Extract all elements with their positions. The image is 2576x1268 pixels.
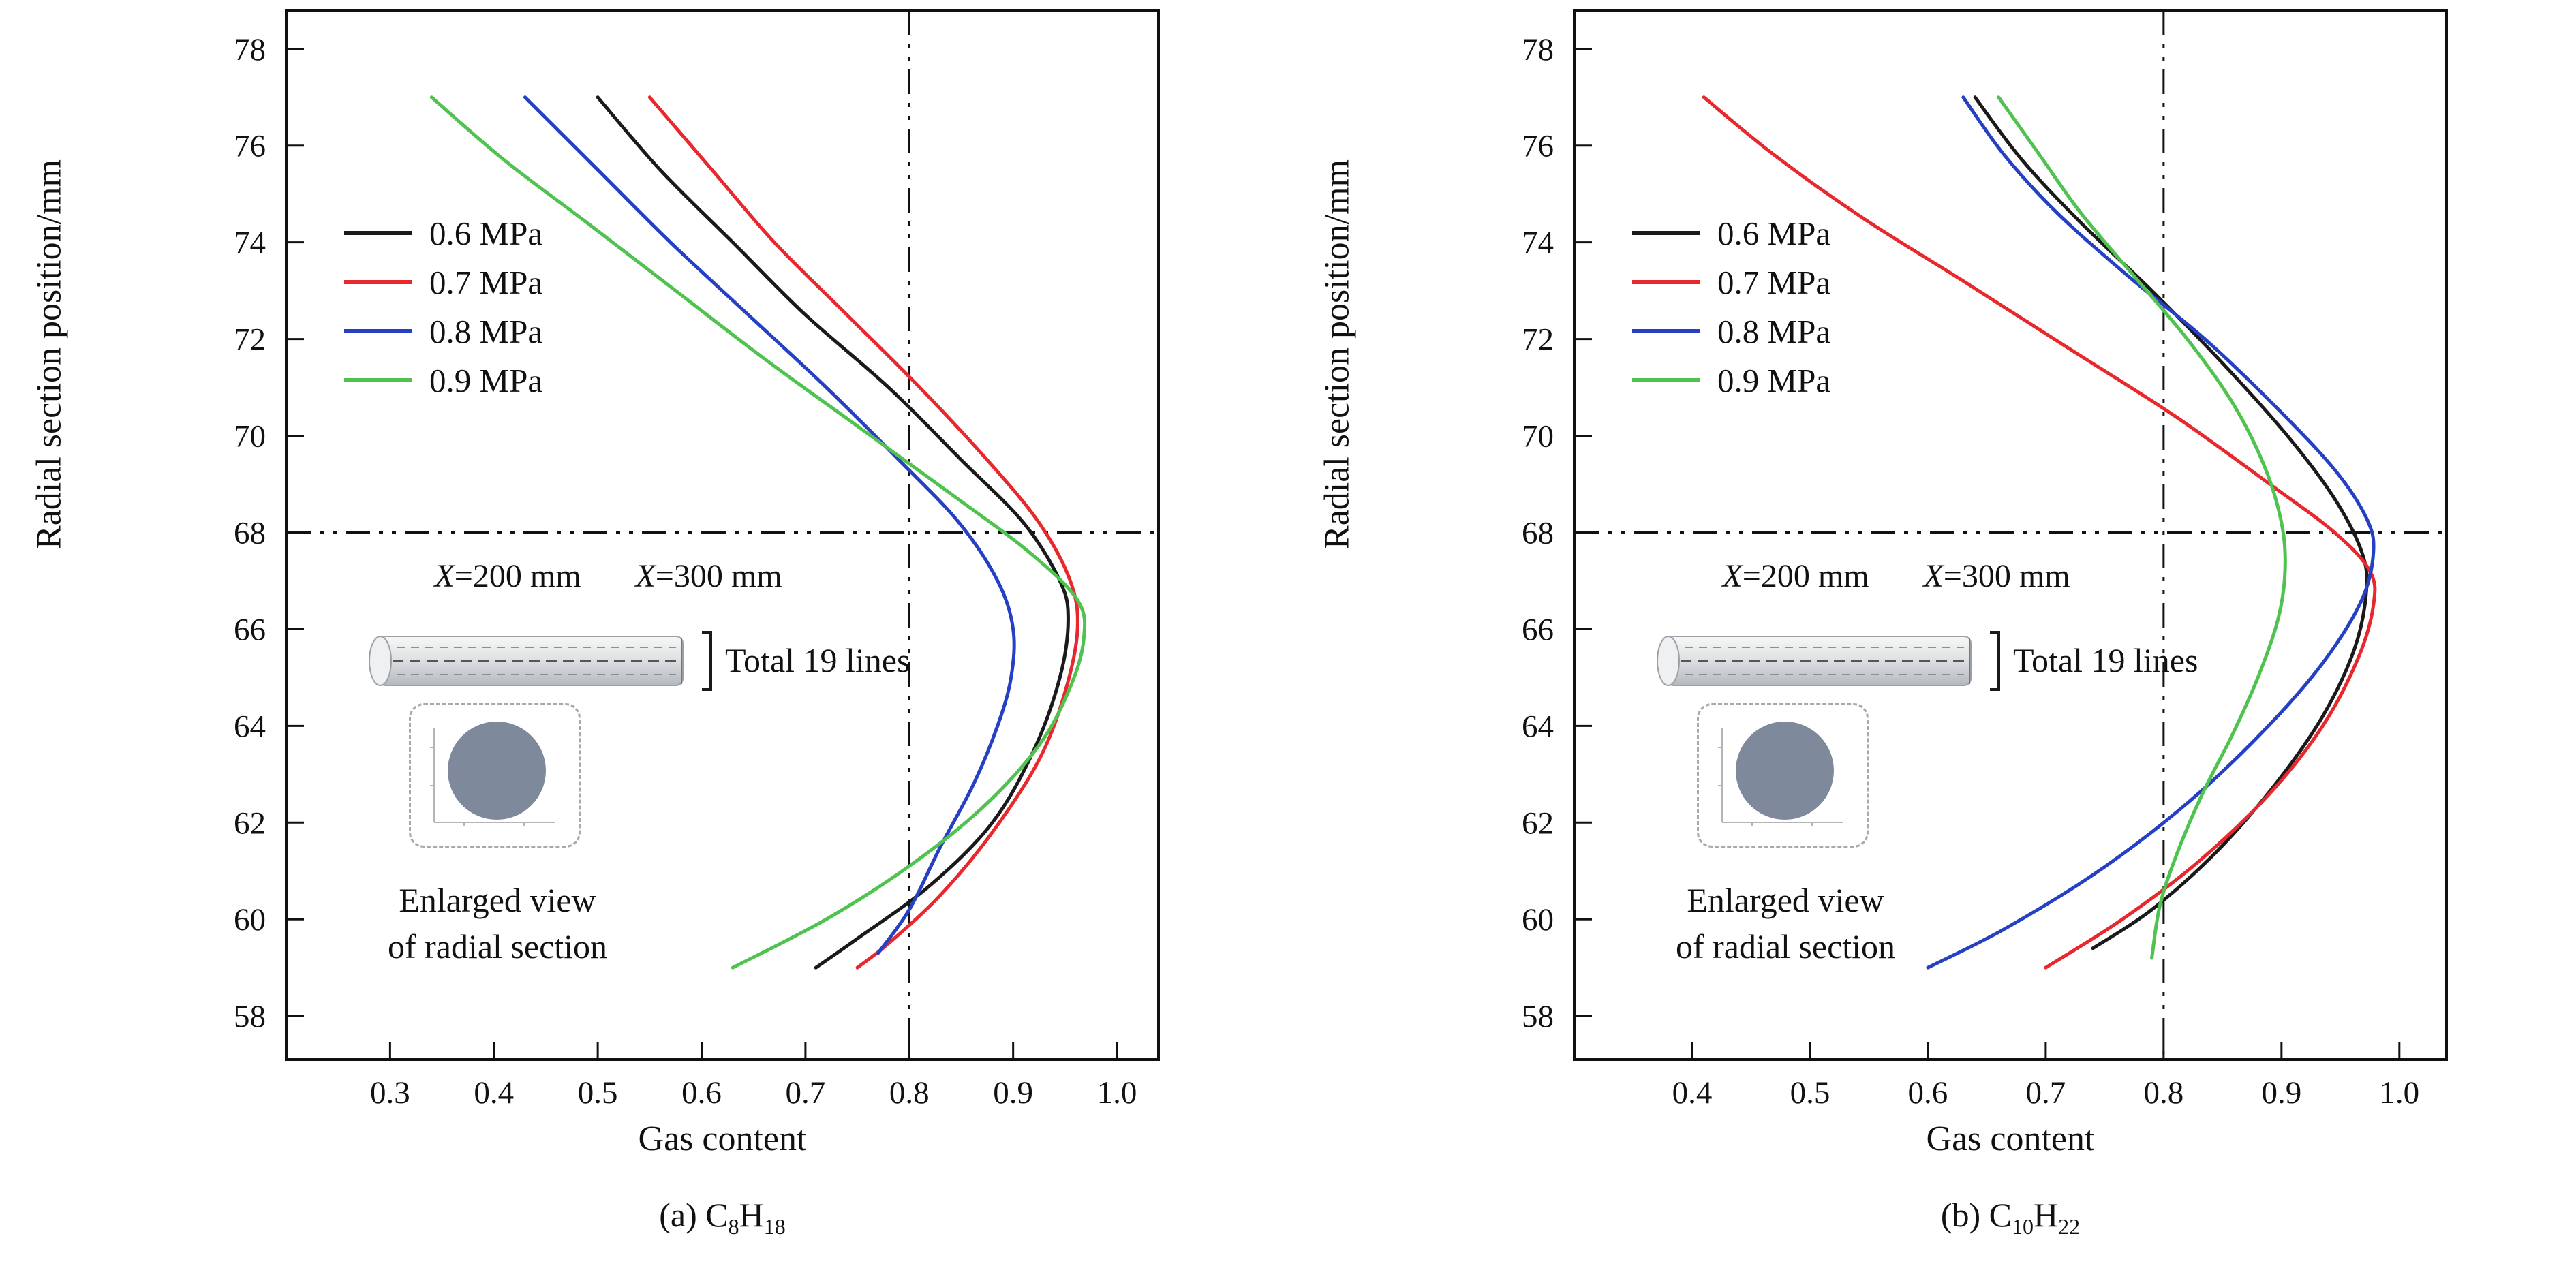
curve-0.6-MPa [596, 95, 1070, 970]
x-tick-label: 0.4 [1672, 1075, 1713, 1111]
legend-label: 0.8 MPa [1717, 313, 1830, 350]
total-lines-label: Total 19 lines [725, 641, 910, 679]
x-tick-label: 0.8 [889, 1075, 930, 1111]
y-tick-label: 60 [1522, 902, 1554, 938]
x200-value: =200 mm [454, 558, 581, 594]
y-tick-label: 62 [234, 805, 266, 841]
plot-svg-a: 0.3 0.4 0.5 0.6 0.7 0.8 0.9 1.0 58 60 62 64 66 68 70 72… [234, 9, 1160, 1111]
x-tick-label: 0.9 [993, 1075, 1033, 1111]
panel-caption: (a) C8H18 [659, 1196, 786, 1239]
inset-label-x200: X=200 mm [434, 557, 581, 595]
enlarged-view-line2: of radial section [387, 927, 608, 965]
legend-label: 0.6 MPa [429, 215, 542, 252]
y-tick-label: 64 [234, 709, 266, 744]
x-variable: X [1923, 558, 1944, 594]
y-tick-label: 76 [1522, 129, 1554, 164]
x-tick-label: 0.8 [2143, 1075, 2183, 1111]
y-tick-label: 72 [234, 322, 266, 358]
enlarged-view-line1: Enlarged view [399, 881, 596, 919]
x-tick-label: 0.6 [1908, 1075, 1948, 1111]
axes-box [285, 9, 1160, 1061]
y-tick-label: 78 [1522, 32, 1554, 67]
pipe-end-cap [369, 636, 392, 686]
y-axis-label: Radial section position/mm [29, 159, 69, 549]
x300-value: =300 mm [1943, 558, 2070, 594]
y-axis-label: Radial section position/mm [1317, 159, 1357, 549]
curve-0.6-MPa [1973, 95, 2369, 950]
enlarged-view-line1: Enlarged view [1687, 881, 1884, 919]
chart-panel-b: 0.4 0.5 0.6 0.7 0.8 0.9 1.0 58 60 62 64 66 68 70 72 74 7… [1288, 0, 2576, 1268]
plot-svg-b: 0.4 0.5 0.6 0.7 0.8 0.9 1.0 58 60 62 64 66 68 70 72 74 7… [1522, 9, 2448, 1111]
pipe-end-cap [1657, 636, 1680, 686]
x-tick-label: 0.6 [681, 1075, 722, 1111]
curve-0.8-MPa [1926, 95, 2376, 970]
enlarged-view-line2: of radial section [1675, 927, 1896, 965]
radial-section-drawing [430, 722, 555, 826]
x-tick-label: 0.5 [1790, 1075, 1830, 1111]
curve-0.9-MPa [429, 95, 1087, 970]
curve-0.7-MPa [1702, 95, 2377, 970]
curve-0.8-MPa [523, 95, 1016, 955]
legend-label: 0.9 MPa [429, 362, 542, 399]
x-tick-label: 0.3 [370, 1075, 410, 1111]
panel-caption: (b) C10H22 [1940, 1196, 2081, 1239]
y-tick-label: 74 [234, 226, 266, 261]
y-tick-label: 68 [1522, 515, 1554, 551]
inset-label-x300: X=300 mm [635, 557, 782, 595]
x-tick-label: 1.0 [1097, 1075, 1137, 1111]
pipe-cross-section-circle [1736, 722, 1834, 820]
x200-value: =200 mm [1742, 558, 1869, 594]
x-variable: X [434, 558, 455, 594]
x-axis-label: Gas content [638, 1119, 807, 1158]
y-tick-label: 70 [1522, 419, 1554, 454]
x-tick-label: 0.4 [474, 1075, 514, 1111]
x-axis-label: Gas content [1926, 1119, 2095, 1158]
y-tick-label: 70 [234, 419, 266, 454]
x-variable: X [1722, 558, 1743, 594]
curve-0.9-MPa [1997, 95, 2287, 960]
curve-0.7-MPa [647, 95, 1079, 970]
inset-label-x300: X=300 mm [1923, 557, 2070, 595]
x-tick-label: 1.0 [2379, 1075, 2419, 1111]
y-tick-label: 60 [234, 902, 266, 938]
y-tick-label: 58 [234, 999, 266, 1034]
radial-section-inset [409, 703, 581, 848]
x-variable: X [635, 558, 656, 594]
y-tick-label: 62 [1522, 805, 1554, 841]
y-tick-label: 74 [1522, 226, 1554, 261]
pipe-cross-section-circle [448, 722, 546, 820]
y-tick-label: 64 [1522, 709, 1554, 744]
legend-label: 0.7 MPa [1717, 264, 1830, 301]
legend-label: 0.6 MPa [1717, 215, 1830, 252]
radial-section-drawing [1718, 722, 1843, 826]
y-tick-label: 58 [1522, 999, 1554, 1034]
y-tick-label: 68 [234, 515, 266, 551]
pipe-illustration [1657, 636, 1972, 686]
axes-box [1573, 9, 2448, 1061]
y-tick-label: 66 [1522, 612, 1554, 647]
chart-panel-a: 0.3 0.4 0.5 0.6 0.7 0.8 0.9 1.0 58 60 62 64 66 68 70 72… [29, 9, 1160, 1239]
bracket-icon [1990, 631, 2000, 691]
total-lines-label: Total 19 lines [2013, 641, 2198, 679]
x-tick-label: 0.9 [2261, 1075, 2301, 1111]
x-tick-label: 0.7 [2026, 1075, 2066, 1111]
x-tick-label: 0.5 [578, 1075, 618, 1111]
bracket-icon [702, 631, 712, 691]
pipe-illustration [369, 636, 684, 686]
x-tick-label: 0.7 [786, 1075, 826, 1111]
y-tick-label: 78 [234, 32, 266, 67]
legend-label: 0.7 MPa [429, 264, 542, 301]
radial-section-inset [1697, 703, 1869, 848]
x300-value: =300 mm [655, 558, 782, 594]
legend-label: 0.9 MPa [1717, 362, 1830, 399]
legend-label: 0.8 MPa [429, 313, 542, 350]
y-tick-label: 76 [234, 129, 266, 164]
inset-label-x200: X=200 mm [1722, 557, 1869, 595]
y-tick-label: 72 [1522, 322, 1554, 358]
y-tick-label: 66 [234, 612, 266, 647]
